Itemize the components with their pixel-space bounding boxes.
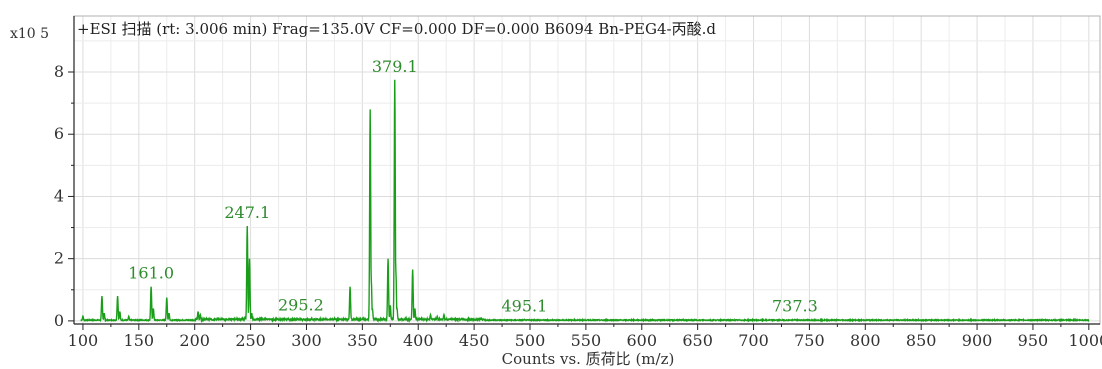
spectrum-trace xyxy=(80,79,1090,324)
x-tick-label: 750 xyxy=(794,331,825,350)
x-tick-label: 700 xyxy=(738,331,769,350)
y-tick-label: 4 xyxy=(54,186,64,205)
peak-label: 247.1 xyxy=(224,203,270,222)
x-axis-label: Counts vs. 质荷比 (m/z) xyxy=(502,350,675,368)
x-tick-label: 850 xyxy=(906,331,937,350)
grid-lines xyxy=(74,16,1100,324)
chart-title: +ESI 扫描 (rt: 3.006 min) Frag=135.0V CF=0… xyxy=(77,20,716,38)
x-tick-label: 400 xyxy=(403,331,434,350)
x-tick-label: 600 xyxy=(626,331,657,350)
x-tick-label: 350 xyxy=(347,331,378,350)
x-tick-label: 200 xyxy=(179,331,210,350)
peak-label: 161.0 xyxy=(128,264,174,283)
x-tick-label: 150 xyxy=(124,331,155,350)
peak-labels: 161.0 247.1 295.2 379.1 495.1 737.3 xyxy=(128,57,818,316)
y-tick-label: 8 xyxy=(54,62,64,81)
x-tick-label: 900 xyxy=(962,331,993,350)
x-tick-label: 800 xyxy=(850,331,881,350)
y-tick-label: 0 xyxy=(54,311,64,330)
y-tick-label: 6 xyxy=(54,124,64,143)
x-tick-label: 950 xyxy=(1018,331,1049,350)
x-tick-label: 250 xyxy=(235,331,266,350)
peak-label: 295.2 xyxy=(278,295,324,314)
x-tick-label: 550 xyxy=(571,331,602,350)
plot-frame xyxy=(73,15,1101,325)
y-tick-label: 2 xyxy=(54,249,64,268)
y-scale-exponent: x10 5 xyxy=(10,26,49,42)
x-tick-label: 100 xyxy=(68,331,99,350)
tick-labels: 100 150 200 250 300 350 400 450 500 550 600 650 700 7… xyxy=(54,62,1102,350)
x-tick-label: 650 xyxy=(682,331,713,350)
peak-label: 495.1 xyxy=(502,296,548,315)
peak-label: 379.1 xyxy=(372,57,418,76)
axes xyxy=(73,15,1101,325)
x-tick-label: 300 xyxy=(291,331,322,350)
x-tick-label: 500 xyxy=(515,331,546,350)
x-tick-label: 450 xyxy=(459,331,490,350)
peak-label: 737.3 xyxy=(772,296,818,315)
